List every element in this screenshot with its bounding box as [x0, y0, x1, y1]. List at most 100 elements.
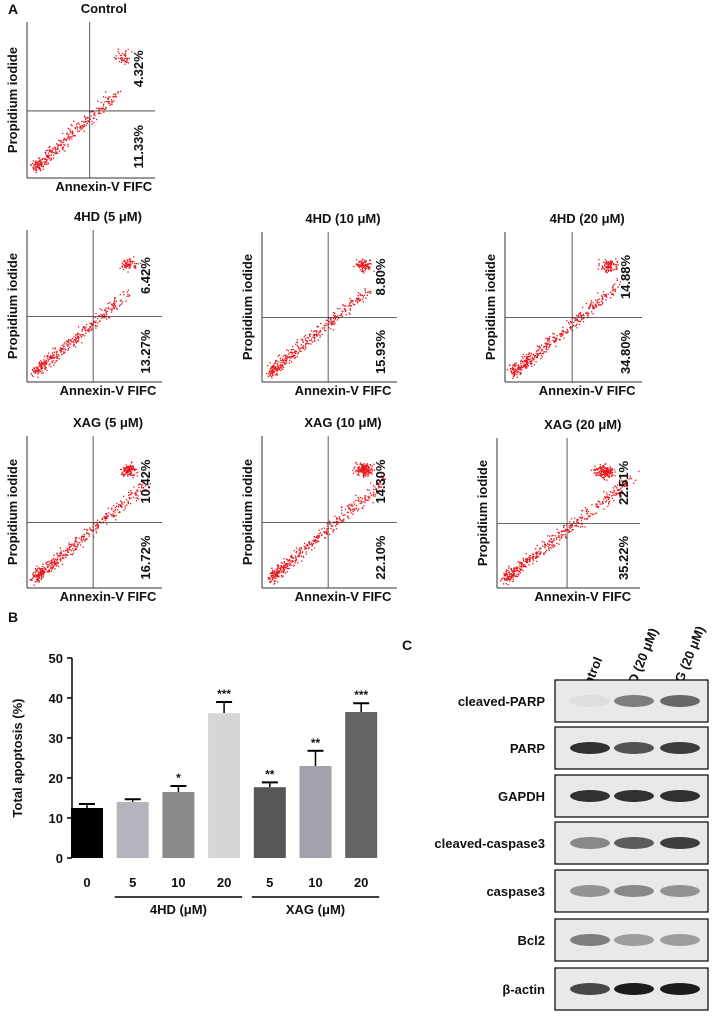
event-dot	[294, 354, 296, 356]
event-dot	[324, 537, 327, 539]
event-dot	[363, 505, 365, 507]
event-dot	[40, 165, 42, 167]
event-dot	[603, 470, 606, 472]
event-dot	[101, 107, 104, 109]
event-dot	[48, 358, 50, 360]
event-dot	[614, 471, 616, 473]
event-dot	[61, 147, 63, 149]
event-dot	[602, 473, 604, 476]
event-dot	[101, 518, 103, 521]
event-dot	[368, 263, 370, 265]
event-dot	[91, 120, 93, 122]
event-dot	[345, 314, 347, 316]
event-dot	[57, 147, 59, 149]
event-dot	[509, 575, 511, 578]
event-dot	[597, 507, 599, 509]
event-dot	[270, 373, 272, 375]
event-dot	[368, 471, 370, 474]
event-dot	[592, 306, 594, 308]
event-dot	[298, 554, 300, 556]
event-dot	[364, 466, 366, 468]
event-dot	[361, 470, 363, 472]
event-dot	[123, 54, 125, 56]
event-dot	[383, 478, 385, 480]
event-dot	[290, 560, 292, 562]
event-dot	[93, 114, 95, 116]
event-dot	[618, 492, 620, 494]
event-dot	[58, 565, 60, 568]
event-dot	[608, 269, 610, 271]
event-dot	[546, 342, 548, 344]
event-dot	[38, 157, 40, 159]
event-dot	[547, 546, 549, 548]
event-dot	[598, 304, 600, 306]
event-dot	[46, 561, 48, 563]
event-dot	[37, 164, 40, 166]
event-dot	[121, 262, 123, 264]
blot-band	[660, 934, 700, 946]
event-dot	[321, 327, 324, 329]
event-dot	[134, 469, 136, 472]
event-dot	[78, 338, 80, 340]
event-dot	[301, 548, 303, 550]
blot-band	[570, 983, 610, 995]
event-dot	[68, 339, 70, 341]
event-dot	[55, 561, 57, 563]
event-dot	[583, 315, 585, 317]
event-dot	[121, 58, 123, 60]
event-dot	[71, 136, 73, 138]
event-dot	[280, 566, 282, 568]
event-dot	[50, 355, 52, 357]
event-dot	[543, 351, 545, 353]
event-dot	[47, 566, 49, 569]
event-dot	[121, 502, 123, 504]
event-dot	[592, 513, 594, 516]
event-dot	[135, 263, 138, 265]
event-dot	[550, 538, 552, 540]
event-dot	[625, 481, 627, 483]
event-dot	[81, 328, 83, 331]
event-dot	[526, 557, 528, 560]
event-dot	[65, 556, 67, 558]
event-dot	[51, 569, 53, 571]
event-dot	[76, 332, 79, 334]
event-dot	[56, 552, 58, 554]
event-dot	[130, 260, 132, 262]
event-dot	[554, 535, 557, 537]
event-dot	[34, 372, 36, 374]
event-dot	[38, 572, 40, 574]
event-dot	[121, 266, 124, 268]
event-dot	[609, 269, 611, 271]
event-dot	[108, 317, 111, 319]
event-dot	[269, 578, 272, 580]
event-dot	[587, 515, 589, 517]
event-dot	[33, 367, 36, 369]
event-dot	[52, 147, 54, 149]
event-dot	[67, 341, 69, 344]
event-dot	[48, 560, 50, 562]
event-dot	[604, 475, 607, 477]
event-dot	[94, 112, 96, 114]
event-dot	[576, 518, 578, 521]
event-dot	[57, 556, 59, 558]
event-dot	[332, 525, 334, 527]
panel-title: XAG (20 μM)	[544, 417, 621, 432]
event-dot	[105, 307, 107, 309]
event-dot	[67, 549, 69, 552]
event-dot	[130, 261, 132, 263]
event-dot	[595, 299, 597, 301]
event-dot	[587, 512, 589, 514]
event-dot	[579, 320, 581, 322]
quadrant-percent: 34.80%	[618, 330, 633, 375]
quadrant-percent: 10.42%	[138, 459, 153, 504]
event-dot	[316, 536, 318, 539]
event-dot	[95, 327, 97, 329]
quadrant-percent: 15.93%	[373, 330, 388, 375]
event-dot	[100, 112, 102, 115]
event-dot	[83, 528, 85, 530]
event-dot	[326, 528, 328, 530]
event-dot	[77, 334, 79, 336]
event-dot	[312, 341, 314, 343]
event-dot	[56, 553, 58, 556]
event-dot	[315, 537, 317, 539]
